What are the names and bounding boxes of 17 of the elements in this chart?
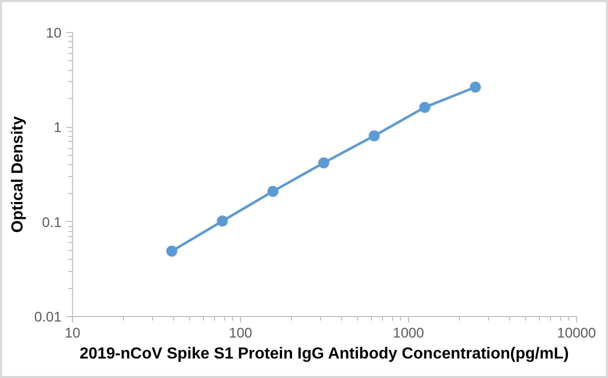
y-tick-label: 0.1 <box>42 214 62 230</box>
point <box>267 186 278 197</box>
point <box>216 216 228 227</box>
point <box>470 82 481 93</box>
x-axis-title: 2019-nCoV Spike S1 Protein IgG Antibody Concentration(pg/mL) <box>80 346 569 362</box>
y-tick-label: 10 <box>46 24 62 40</box>
point <box>166 246 178 257</box>
x-tick-label: 10 <box>64 324 80 340</box>
x-tick-label: 10000 <box>557 324 596 340</box>
point <box>368 130 380 142</box>
y-tick-label: 0.01 <box>34 308 62 324</box>
y-axis-title: Optical Density <box>9 116 26 233</box>
x-tick-label: 1000 <box>392 324 424 340</box>
y-tick-label: 1 <box>54 119 62 136</box>
x-tick-label: 100 <box>228 324 252 340</box>
point <box>318 157 330 168</box>
point <box>419 102 430 113</box>
